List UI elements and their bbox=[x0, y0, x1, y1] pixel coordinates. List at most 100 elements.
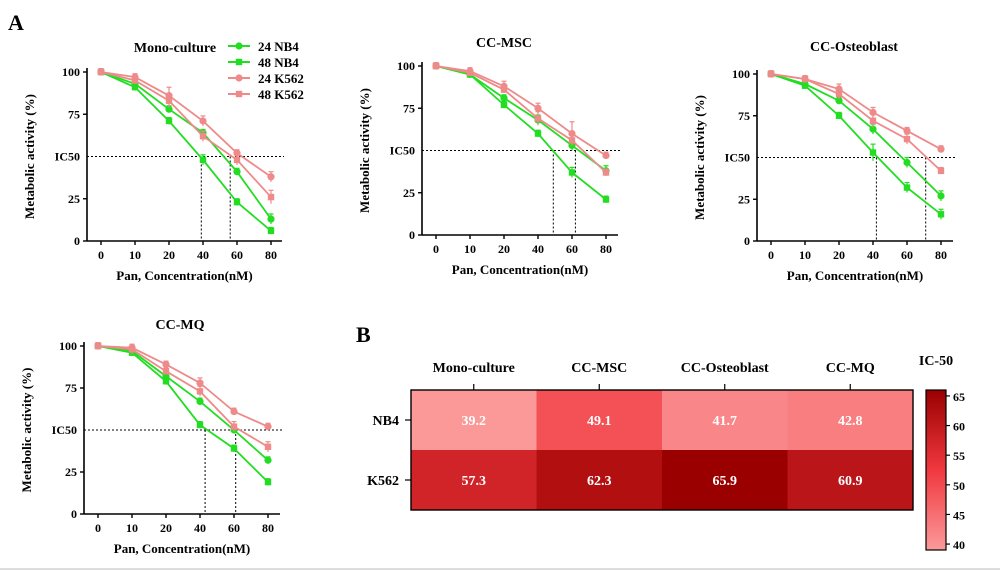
ic50-heatmap: Mono-culture CC-MSC CC-Osteoblast CC-MQ NB4 K… bbox=[367, 354, 965, 552]
y-tick-label: 100 bbox=[397, 59, 415, 73]
data-point bbox=[131, 77, 139, 84]
chart-title: CC-MQ bbox=[156, 318, 205, 333]
x-tick-label: 0 bbox=[98, 248, 104, 262]
legend-label: 48 NB4 bbox=[258, 55, 299, 70]
x-tick-label: 60 bbox=[901, 248, 913, 262]
x-tick-label: 0 bbox=[433, 242, 439, 256]
heatmap-column-label: CC-Osteoblast bbox=[681, 361, 769, 376]
heatmap-row-label: K562 bbox=[367, 474, 399, 489]
heatmap-cell bbox=[536, 390, 662, 450]
y-tick-label: 25 bbox=[68, 192, 80, 206]
x-tick-label: 80 bbox=[600, 242, 612, 256]
data-point bbox=[233, 168, 241, 176]
heatmap-cell-value: 65.9 bbox=[713, 474, 738, 489]
data-point bbox=[128, 346, 136, 353]
data-point bbox=[937, 145, 945, 153]
data-point bbox=[937, 192, 945, 200]
heatmap-cell-value: 42.8 bbox=[838, 414, 863, 429]
heatmap-cell bbox=[787, 390, 913, 450]
colorbar-title: IC-50 bbox=[919, 354, 953, 369]
series-line bbox=[100, 71, 272, 220]
data-point bbox=[937, 211, 945, 218]
x-tick-label: 80 bbox=[935, 248, 947, 262]
data-point bbox=[534, 104, 542, 112]
x-tick-label: 60 bbox=[231, 248, 243, 262]
heatmap-column-label: CC-MSC bbox=[571, 361, 627, 376]
x-tick-label: 40 bbox=[197, 248, 209, 262]
data-point bbox=[199, 156, 207, 164]
heatmap-cell bbox=[411, 450, 537, 510]
series-line bbox=[770, 73, 942, 150]
data-point bbox=[937, 167, 945, 175]
x-tick-label: 20 bbox=[498, 242, 510, 256]
series-48-k562 bbox=[767, 70, 945, 175]
ic50-label: IC50 bbox=[55, 150, 80, 164]
heatmap-cell bbox=[787, 450, 913, 510]
heatmap-column-label: Mono-culture bbox=[433, 361, 515, 376]
ic50-label: IC50 bbox=[390, 144, 415, 158]
heatmap-cell bbox=[662, 390, 788, 450]
data-point bbox=[162, 368, 170, 375]
legend-item-24-nb4: 24 NB4 bbox=[228, 39, 299, 54]
x-tick-label: 10 bbox=[799, 248, 811, 262]
data-point bbox=[165, 117, 173, 125]
x-tick-label: 20 bbox=[163, 248, 175, 262]
heatmap-cell bbox=[662, 450, 788, 510]
series-24-k562 bbox=[97, 68, 275, 182]
data-point bbox=[267, 193, 275, 201]
data-point bbox=[466, 69, 474, 76]
series-line bbox=[770, 73, 942, 197]
legend-marker bbox=[235, 90, 243, 98]
series-24-k562 bbox=[432, 62, 610, 160]
series-line bbox=[97, 345, 269, 483]
data-point bbox=[267, 173, 275, 181]
data-point bbox=[165, 97, 173, 104]
series-line bbox=[97, 345, 269, 428]
data-point bbox=[869, 125, 877, 133]
data-point bbox=[162, 360, 170, 369]
data-point bbox=[233, 156, 241, 164]
series-48-k562 bbox=[94, 342, 272, 452]
heatmap-row-label: NB4 bbox=[373, 414, 399, 429]
y-tick-label: 0 bbox=[409, 228, 415, 242]
heatmap-cell-value: 49.1 bbox=[587, 414, 612, 429]
y-tick-label: 75 bbox=[68, 107, 80, 121]
data-point bbox=[568, 169, 576, 176]
data-point bbox=[869, 149, 877, 156]
data-point bbox=[500, 94, 508, 102]
panel-letter-a: A bbox=[8, 10, 24, 35]
data-point bbox=[267, 227, 275, 235]
chart-mono-culture: Mono-culture 0 25 75 100 IC50 0 10 20 40 60 80 Pan, … bbox=[22, 41, 284, 283]
colorbar-tick-label: 40 bbox=[953, 538, 965, 552]
legend-marker bbox=[235, 74, 243, 82]
y-tick-label: 75 bbox=[738, 109, 750, 123]
data-point bbox=[903, 184, 911, 191]
data-point bbox=[199, 133, 207, 140]
panel-letter-b: B bbox=[356, 322, 371, 347]
data-point bbox=[230, 407, 238, 416]
x-axis-label: Pan, Concentration(nM) bbox=[452, 262, 589, 277]
x-tick-label: 0 bbox=[95, 521, 101, 535]
series-24-nb4 bbox=[97, 68, 275, 225]
colorbar-tick-label: 65 bbox=[953, 390, 965, 404]
data-point bbox=[602, 196, 610, 203]
x-tick-label: 10 bbox=[129, 248, 141, 262]
x-tick-label: 40 bbox=[532, 242, 544, 256]
data-point bbox=[835, 97, 843, 105]
data-point bbox=[196, 379, 204, 387]
x-tick-label: 40 bbox=[194, 521, 206, 535]
data-point bbox=[196, 397, 204, 406]
data-point bbox=[534, 115, 542, 122]
x-axis-label: Pan, Concentration(nM) bbox=[116, 268, 253, 283]
series-48-nb4 bbox=[432, 62, 610, 203]
x-tick-label: 20 bbox=[833, 248, 845, 262]
heatmap-cell-value: 62.3 bbox=[587, 474, 612, 489]
series-line bbox=[100, 71, 272, 232]
heatmap-cell-value: 41.7 bbox=[713, 414, 738, 429]
heatmap-cell-value: 57.3 bbox=[462, 474, 487, 489]
data-point bbox=[835, 90, 843, 98]
data-point bbox=[903, 127, 911, 135]
data-point bbox=[903, 158, 911, 167]
series-line bbox=[770, 73, 942, 215]
y-tick-label: 25 bbox=[403, 186, 415, 200]
